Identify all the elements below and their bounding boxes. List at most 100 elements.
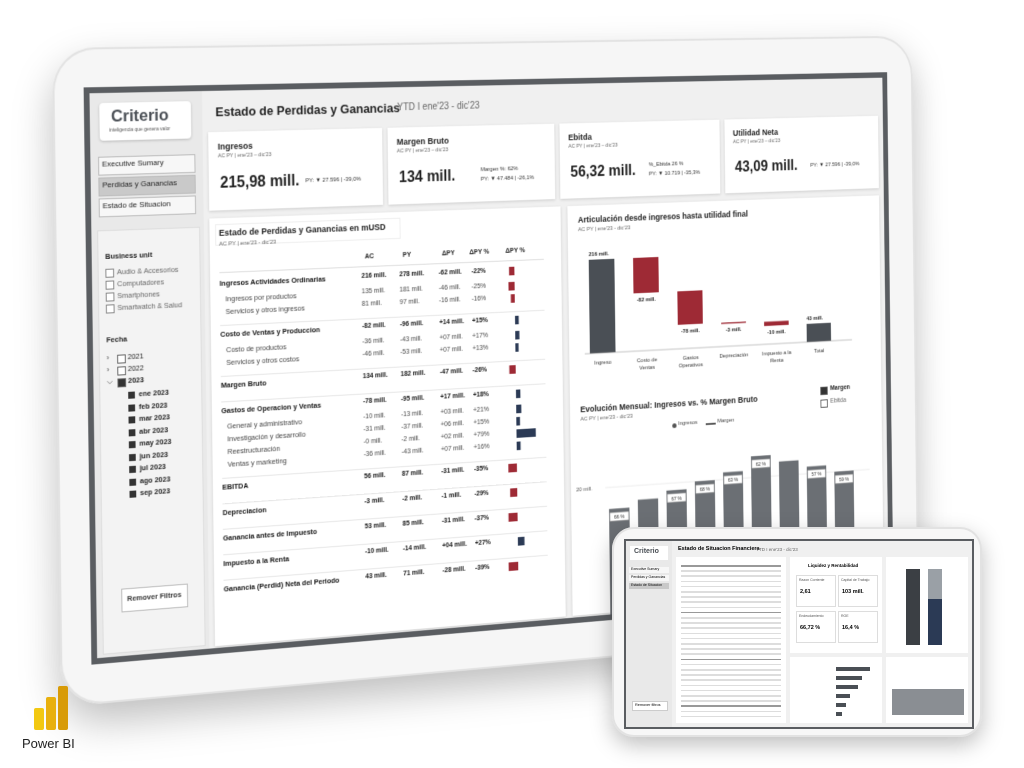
checkbox[interactable]: [117, 378, 127, 388]
data-label: -82 mill.: [637, 297, 656, 304]
waterfall-bar: [677, 290, 703, 325]
mini-table-row: [681, 575, 781, 577]
checkbox[interactable]: [128, 391, 135, 399]
checkbox[interactable]: [105, 292, 115, 302]
cell: +27%: [474, 539, 491, 548]
kpi-detail: PY: ▼ 10.719 | -35,3%: [648, 170, 701, 178]
cell: -46 mill.: [438, 284, 461, 292]
tablet-screen: Criterio inteligencia que genera valor Exe…: [83, 72, 894, 665]
delta-bar: [510, 294, 515, 303]
waterfall-chart: 216 mill. Ingreso -82 mill. Costo deVentas -…: [568, 251, 882, 371]
cell: -13 mill.: [401, 410, 424, 419]
category-label: Impuesto a laRenta: [762, 350, 792, 365]
data-label: 216 mill.: [589, 251, 610, 258]
kpi-subtitle: AC PY | ene'23 – dic'23: [732, 138, 781, 146]
delta-bar: [508, 512, 518, 522]
cell: -26%: [472, 366, 488, 375]
month-option: mar 2023: [138, 412, 171, 423]
cell: -36 mill.: [363, 449, 386, 459]
mini-stack-panel: [886, 557, 968, 653]
nav-label: Executive Sumary: [101, 157, 164, 169]
cell: -43 mill.: [400, 335, 423, 344]
mini-table-row: [681, 648, 781, 650]
mini-tablet: Criterio Executive Sumary Perdidas y Ganan…: [612, 527, 982, 737]
checkbox[interactable]: [128, 428, 136, 436]
mini-reset[interactable]: [632, 701, 668, 711]
kpi-detail: PY: ▼ 27.596 | -39,0%: [810, 161, 860, 169]
cell: +03 mill.: [440, 407, 464, 416]
powerbi-logo: [34, 686, 74, 730]
mini-table-row: [681, 570, 781, 572]
kpi-detail: %_Ebitda 26 %: [648, 161, 684, 168]
category-label: Total: [814, 348, 824, 354]
checkbox[interactable]: [129, 490, 137, 498]
mini-table-row: [681, 705, 781, 707]
chart-title: Evolución Mensual: Ingresos vs. % Margen…: [580, 394, 758, 415]
cell: -36 mill.: [362, 337, 385, 346]
cell: 278 mill.: [399, 270, 425, 279]
delta-bar: [515, 330, 520, 340]
cell: -29%: [474, 489, 489, 498]
cell: +18%: [472, 391, 489, 399]
mini-kpi-value: 66,72 %: [800, 625, 821, 631]
cell: -62 mill.: [438, 268, 462, 277]
kpi-subtitle: AC PY | ene'23 – dic'23: [568, 142, 618, 150]
cell: 134 mill.: [362, 371, 388, 381]
toggle-checkbox[interactable]: [820, 399, 828, 408]
filter-option: Smartphones: [117, 289, 160, 301]
checkbox[interactable]: [128, 441, 136, 449]
mini-nav-button[interactable]: [629, 575, 669, 581]
checkbox[interactable]: [128, 453, 136, 461]
kpi-detail: PY: ▼ 47.484 | -26,1%: [480, 175, 535, 183]
cell: +21%: [473, 406, 490, 414]
mini-table-row: [681, 684, 781, 687]
mini-table-row: [681, 689, 781, 692]
mini-table-row: [681, 658, 781, 661]
checkbox[interactable]: [105, 268, 115, 278]
chart-subtitle: AC PY | ene'23 - dic'23: [580, 413, 633, 423]
checkbox[interactable]: [129, 465, 136, 474]
delta-bar: [509, 365, 516, 374]
cell: -35%: [473, 465, 489, 473]
table-panel: Estado de Perdidas y Ganancias en mUSD AC…: [209, 206, 566, 647]
category-label: GastosOperativos: [679, 355, 703, 369]
logo: Criterio: [110, 105, 169, 126]
kpi-subtitle: AC PY | ene'23 – dic'23: [217, 152, 272, 160]
checkbox[interactable]: [105, 304, 115, 314]
checkbox[interactable]: [105, 280, 115, 290]
baseline: [585, 340, 852, 354]
cell: -96 mill.: [399, 320, 424, 329]
cell: 56 mill.: [364, 472, 386, 481]
cell: 135 mill.: [361, 287, 386, 296]
cell: 97 mill.: [399, 298, 420, 307]
checkbox[interactable]: [117, 366, 127, 376]
mini-kpi-label: Endeudamiento: [799, 614, 824, 618]
filter-title: Business unit: [105, 250, 153, 261]
kpi-value: 215,98 mill.: [219, 172, 300, 192]
mini-table-row: [681, 627, 781, 629]
kpi-detail: Margen %: 62%: [480, 166, 519, 174]
checkbox[interactable]: [128, 403, 136, 412]
checkbox[interactable]: [117, 354, 126, 364]
waterfall-bar: [806, 322, 832, 343]
mini-nav-button[interactable]: [629, 567, 669, 573]
checkbox[interactable]: [128, 416, 136, 424]
filter-title: Fecha: [106, 334, 128, 345]
mini-nav-button[interactable]: [629, 583, 669, 589]
cell: 81 mill.: [361, 300, 382, 308]
delta-bar: [516, 404, 522, 414]
tree-toggle: ›: [106, 365, 110, 375]
cell: -1 mill.: [441, 491, 462, 500]
mini-nav-label: Executive Sumary: [631, 567, 660, 571]
cell: -31 mill.: [363, 424, 386, 434]
mini-table-row: [681, 591, 781, 593]
mini-kpi-value: 16,4 %: [842, 625, 860, 631]
mini-period: YTD I ene'23 - dic'23: [756, 547, 798, 552]
margin-label: 66 %: [614, 514, 625, 520]
mini-logo: Criterio: [634, 548, 659, 555]
toggle-checkbox[interactable]: [820, 386, 828, 396]
kpi-title: Utilidad Neta: [732, 127, 779, 138]
mini-table-row: [681, 622, 781, 624]
mini-table-row: [681, 580, 781, 583]
checkbox[interactable]: [129, 478, 137, 486]
